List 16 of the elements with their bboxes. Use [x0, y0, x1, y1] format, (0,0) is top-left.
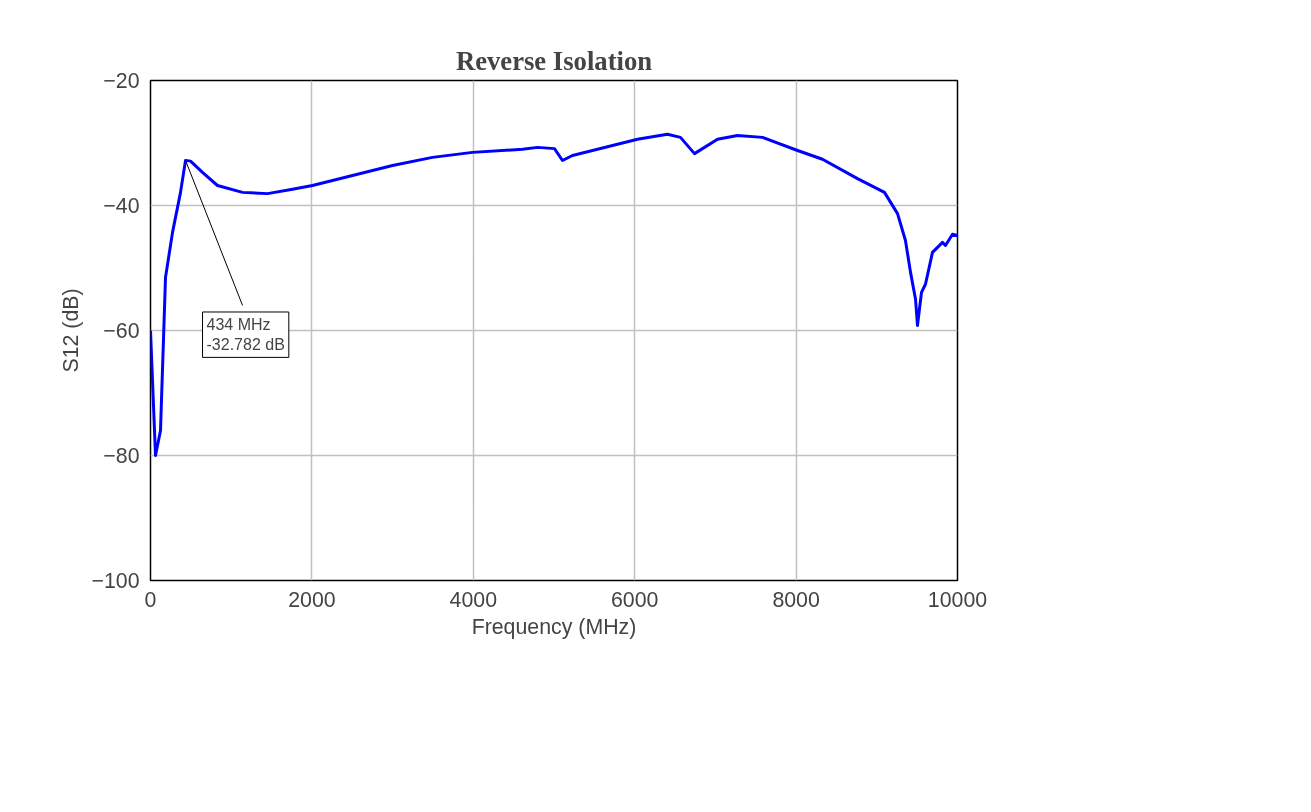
- y-tick-label: −80: [103, 444, 140, 468]
- x-tick-label: 2000: [288, 587, 336, 612]
- x-tick-label: 10000: [927, 587, 988, 612]
- x-tick-label: 8000: [772, 587, 820, 612]
- chart-title: Reverse Isolation: [455, 45, 653, 76]
- line-series: [150, 132, 958, 457]
- y-tick-label: −40: [103, 194, 140, 218]
- y-tick-label: −100: [91, 569, 140, 593]
- x-axis-title: Frequency (MHz): [471, 614, 637, 639]
- y-tick-label: −60: [103, 319, 140, 343]
- annotation: 434 MHz -32.782 dB: [206, 315, 285, 354]
- x-tick-label: 0: [144, 587, 157, 612]
- x-tick-label: 6000: [610, 587, 659, 612]
- x-tick-label: 4000: [449, 587, 498, 612]
- y-axis-title: S12 (dB): [59, 288, 84, 373]
- y-tick-label: −20: [103, 69, 140, 93]
